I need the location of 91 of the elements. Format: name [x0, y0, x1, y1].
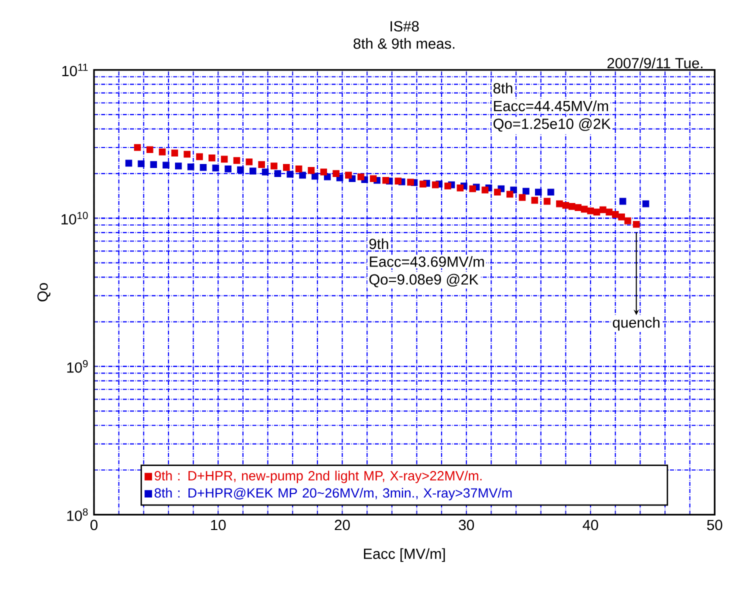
point: [556, 200, 563, 208]
annotation: 8th: [493, 82, 512, 94]
chart-subtitle: 8th & 9th meas.: [354, 38, 454, 49]
point: [150, 161, 157, 168]
point: [531, 197, 538, 204]
point: [456, 184, 464, 192]
y-tick-label: 10$^{11}$: [62, 64, 88, 76]
point: [357, 174, 364, 180]
chart-title: IS#8: [390, 21, 419, 32]
point: [184, 151, 191, 158]
point: [283, 164, 290, 172]
x-tick-label: 50: [707, 520, 722, 530]
point: [246, 158, 253, 166]
point: [420, 180, 426, 188]
point: [482, 186, 488, 194]
point: [312, 172, 318, 180]
x-tick-label: 0: [90, 520, 98, 530]
point: [200, 164, 207, 172]
point: [568, 203, 576, 210]
point: [171, 150, 178, 157]
point: [233, 157, 240, 164]
point: [619, 198, 626, 205]
y-tick-label: 10$^{10}$: [62, 212, 88, 225]
point: [587, 208, 594, 214]
point: [270, 162, 278, 170]
point: [642, 200, 650, 208]
legend-label: 9th : D+HPR, new-pump 2nd light MP, X-ray>22MV/m.: [154, 470, 482, 484]
point: [332, 170, 340, 178]
point: [562, 202, 570, 209]
annotation: 9th: [369, 238, 388, 250]
point: [224, 166, 232, 172]
point: [286, 171, 294, 178]
x-tick-label: 10: [211, 520, 226, 530]
point: [618, 214, 625, 220]
point: [522, 188, 530, 195]
x-tick-label: 30: [458, 520, 474, 530]
x-axis-title: Eacc [MV/m]: [364, 548, 445, 562]
point: [547, 188, 554, 196]
y-tick-label: 10$^{8}$: [67, 508, 88, 522]
text: 2007/9/11 Tue.: [607, 58, 702, 69]
point: [158, 148, 166, 156]
point: [237, 166, 244, 174]
point: [134, 144, 141, 152]
legend-label: 8th : D+HPR@KEK MP 20~26MV/m, 3min., X-ray>37MV/m: [154, 488, 512, 500]
point: [308, 167, 315, 174]
point: [220, 156, 228, 163]
point: [612, 211, 619, 218]
annotation: quench: [612, 317, 660, 331]
y-axis-title: Qo: [37, 283, 50, 302]
point: [632, 221, 640, 228]
point: [606, 208, 613, 216]
y-tick-label: 10$^{9}$: [67, 360, 88, 373]
point: [299, 172, 306, 179]
point: [394, 178, 402, 185]
annotation: Qo=9.08e9 @2K: [369, 274, 478, 288]
point: [444, 182, 452, 190]
point: [432, 182, 439, 188]
point: [162, 162, 170, 169]
point: [469, 186, 476, 192]
point: [212, 164, 220, 172]
point: [535, 188, 542, 196]
x-tick-label: 40: [582, 520, 598, 530]
point: [125, 160, 132, 167]
x-tick-label: 20: [334, 520, 350, 530]
point: [175, 162, 182, 170]
point: [274, 170, 282, 178]
point: [345, 172, 352, 179]
point: [382, 177, 390, 184]
point: [187, 164, 194, 170]
point: [258, 161, 265, 168]
point: [624, 218, 632, 224]
point: [518, 194, 526, 202]
point: [196, 153, 203, 160]
point: [208, 154, 216, 162]
point: [494, 188, 501, 196]
point: [295, 166, 302, 172]
point: [574, 204, 582, 212]
point: [544, 198, 550, 205]
point: [138, 160, 145, 168]
point: [600, 206, 606, 214]
point: [146, 146, 154, 154]
point: [262, 168, 269, 176]
point: [407, 178, 414, 186]
annotation: Eacc=43.69MV/m: [370, 256, 484, 268]
point: [320, 168, 328, 176]
annotation: Eacc=44.45MV/m: [494, 100, 608, 112]
point: [593, 208, 600, 216]
annotation: Qo=1.25e10 @2K: [494, 118, 611, 132]
point: [506, 191, 514, 198]
point: [370, 175, 377, 182]
point: [249, 168, 256, 175]
